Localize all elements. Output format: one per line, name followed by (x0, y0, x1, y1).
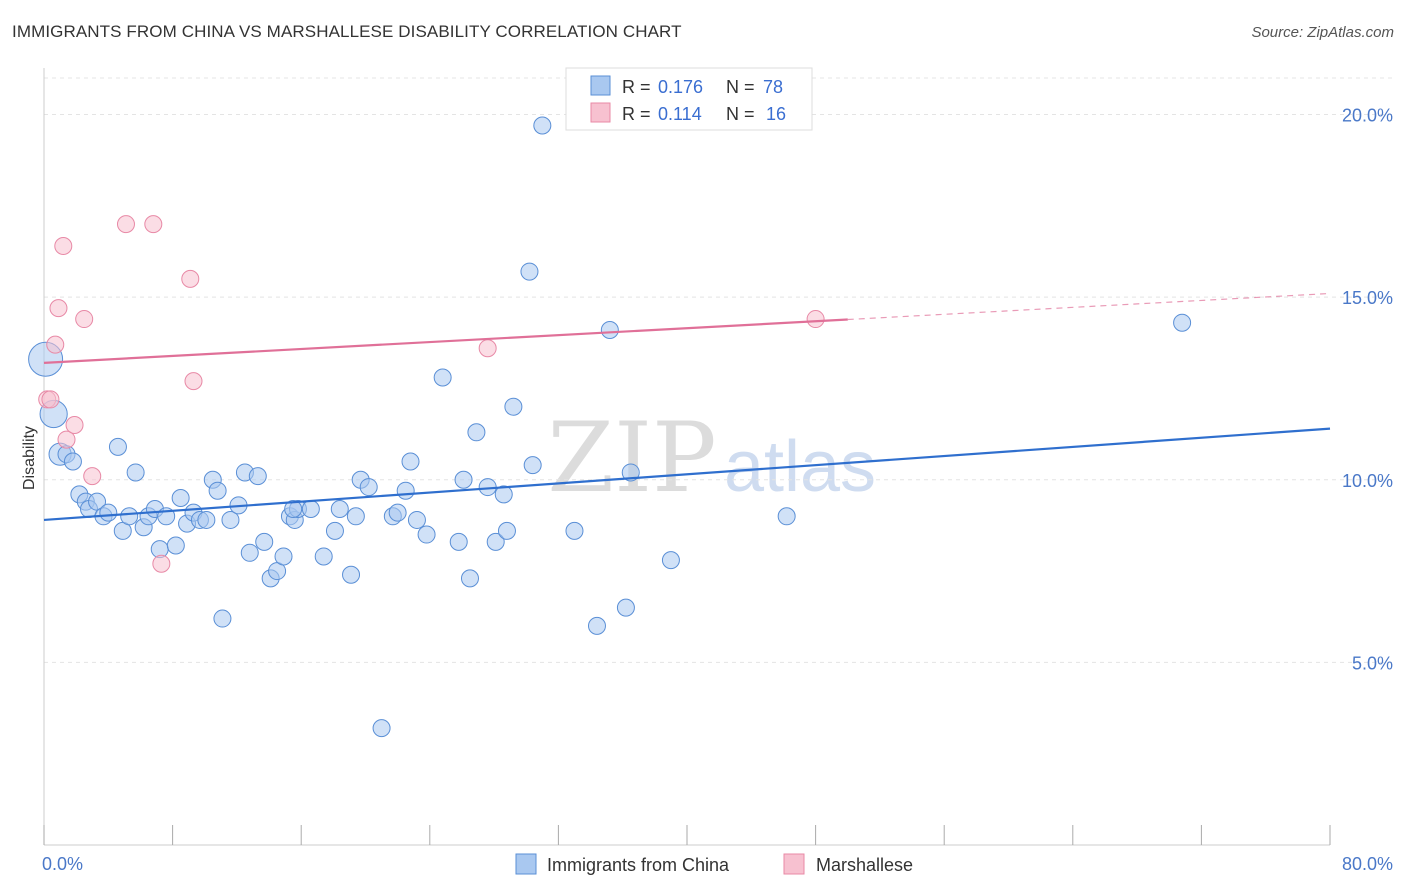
data-points (28, 116, 1192, 738)
china-point-41 (301, 499, 320, 518)
china-point-34 (255, 532, 274, 551)
china-point-77 (284, 499, 303, 518)
legend-r-value-china: 0.176 (658, 77, 703, 97)
china-point-43 (325, 521, 344, 540)
china-point-29 (221, 510, 240, 529)
china-point-54 (417, 525, 436, 544)
china-point-48 (359, 478, 378, 497)
trend-lines (43, 292, 1331, 522)
china-point-73 (661, 551, 680, 570)
china-point-51 (396, 481, 415, 500)
legend-n-label-china: N = (726, 77, 755, 97)
china-point-50 (388, 503, 407, 522)
china-point-20 (166, 536, 185, 555)
y-axis-label: Disability (21, 426, 38, 490)
marshallese-point-2 (46, 335, 65, 354)
y-tick-label-2: 15.0% (1342, 288, 1393, 308)
legend-r-value-marshallese: 0.114 (658, 104, 702, 124)
bottom-legend-swatch-china (515, 853, 537, 875)
marshallese-point-13 (184, 372, 203, 391)
china-point-63 (497, 521, 516, 540)
china-point-14 (126, 463, 145, 482)
legend-swatch-china (590, 75, 611, 96)
marshallese-point-1 (41, 390, 60, 409)
marshallese-point-6 (65, 415, 84, 434)
axes: 5.0% 10.0% 15.0% 20.0% 0.0% 80.0% (42, 68, 1393, 874)
china-point-13 (120, 507, 139, 526)
source-credit: Source: ZipAtlas.com (1251, 24, 1394, 41)
china-point-25 (197, 510, 216, 529)
marshallese-point-9 (116, 215, 135, 234)
china-point-72 (621, 463, 640, 482)
china-point-32 (240, 543, 259, 562)
legend-n-value-china: 78 (763, 77, 783, 97)
china-point-65 (520, 262, 539, 281)
china-point-70 (600, 321, 619, 340)
series-legend: Immigrants from China Marshallese (515, 853, 913, 875)
bottom-legend-label-marshallese: Marshallese (816, 855, 913, 875)
china-point-62 (494, 485, 513, 504)
correlation-legend: R = 0.176 N = 78 R = 0.114 N = 16 (565, 67, 813, 131)
bottom-legend-label-china: Immigrants from China (547, 855, 730, 875)
marshallese-point-7 (75, 310, 94, 329)
marshallese-point-8 (83, 467, 102, 486)
gridlines (44, 77, 1392, 663)
china-point-33 (248, 467, 267, 486)
china-point-27 (208, 481, 227, 500)
china-point-64 (504, 397, 523, 416)
china-point-28 (213, 609, 232, 628)
marshallese-point-5 (57, 430, 76, 449)
china-point-61 (486, 532, 505, 551)
legend-n-label-marshallese: N = (726, 104, 755, 124)
china-point-76 (372, 719, 391, 738)
marshallese-point-14 (478, 339, 497, 358)
china-point-75 (1173, 313, 1192, 332)
chart-title: IMMIGRANTS FROM CHINA VS MARSHALLESE DIS… (12, 22, 682, 41)
x-tick-label-1: 80.0% (1342, 854, 1393, 874)
china-point-58 (460, 569, 479, 588)
legend-r-label-china: R = (622, 77, 651, 97)
y-tick-label-3: 20.0% (1342, 106, 1393, 126)
marshallese-point-3 (49, 299, 68, 318)
china-point-52 (401, 452, 420, 471)
y-tick-label-0: 5.0% (1352, 653, 1393, 673)
china-point-46 (346, 507, 365, 526)
china-point-37 (274, 547, 293, 566)
legend-n-value-marshallese: 16 (766, 104, 786, 124)
marshallese-point-10 (144, 215, 163, 234)
china-point-11 (108, 437, 127, 456)
china-point-55 (433, 368, 452, 387)
china-point-66 (523, 456, 542, 475)
marshallese-point-12 (181, 269, 200, 288)
marshallese-point-4 (54, 237, 73, 256)
china-point-69 (587, 616, 606, 635)
china-point-10 (99, 503, 118, 522)
china-point-68 (565, 521, 584, 540)
trend-line-0 (43, 427, 1331, 522)
legend-swatch-marshallese (590, 102, 611, 123)
china-point-56 (449, 532, 468, 551)
china-point-59 (467, 423, 486, 442)
china-point-21 (171, 489, 190, 508)
china-point-57 (454, 470, 473, 489)
legend-r-label-marshallese: R = (622, 104, 651, 124)
marshallese-point-11 (152, 554, 171, 573)
china-point-42 (314, 547, 333, 566)
trend-line-1 (43, 318, 848, 364)
china-point-67 (533, 116, 552, 135)
trend-line-extension-1 (847, 292, 1331, 321)
watermark-zip: ZIP (547, 402, 716, 514)
china-point-71 (616, 598, 635, 617)
y-tick-label-1: 10.0% (1342, 471, 1393, 491)
china-point-4 (63, 452, 82, 471)
china-point-45 (342, 565, 361, 584)
china-point-74 (777, 507, 796, 526)
china-point-53 (407, 510, 426, 529)
marshallese-point-15 (806, 310, 825, 329)
x-tick-label-0: 0.0% (42, 854, 83, 874)
china-point-44 (330, 499, 349, 518)
bottom-legend-swatch-marshallese (783, 853, 805, 875)
